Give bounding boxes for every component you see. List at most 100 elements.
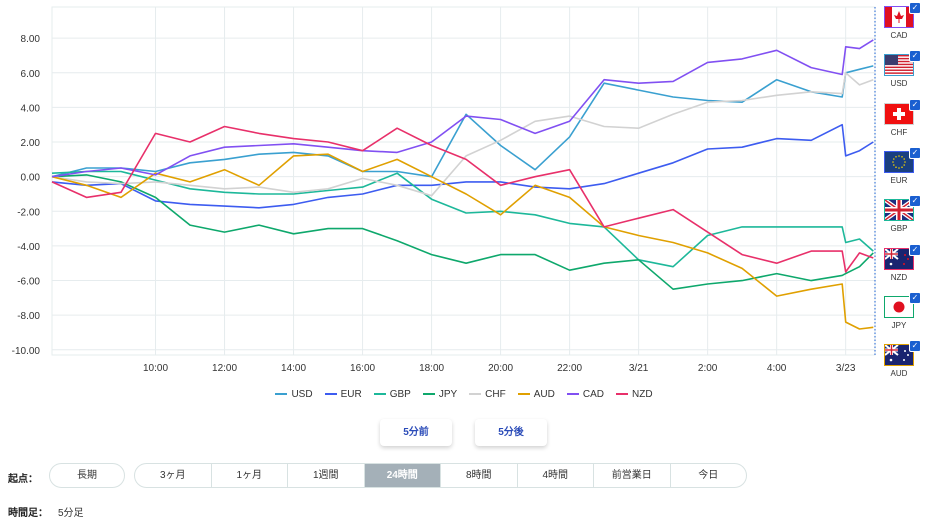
series-line-chf — [51, 72, 874, 197]
legend-label: USD — [291, 389, 313, 400]
x-tick-label: 3/23 — [836, 363, 856, 374]
x-tick-label: 18:00 — [419, 363, 444, 374]
legend-label: NZD — [631, 389, 653, 400]
prev-5min-button[interactable]: 5分前 — [380, 419, 452, 446]
y-tick-label: 0.00 — [21, 173, 41, 184]
legend-item-cad[interactable]: CAD — [566, 389, 604, 400]
y-tick-label: -2.00 — [17, 207, 40, 218]
flag-label: USD — [890, 79, 908, 89]
period-option[interactable]: 1ヶ月 — [210, 464, 288, 487]
checkbox-checked-icon[interactable]: ✓ — [909, 195, 921, 208]
period-selector: 3ヶ月 1ヶ月 1週間 24時間 8時間 4時間 前営業日 今日 — [134, 463, 747, 488]
period-long-term-button[interactable]: 長期 — [49, 463, 125, 488]
nzd-flag-icon — [884, 247, 914, 270]
flag-label: NZD — [890, 272, 908, 282]
flag-label: JPY — [891, 320, 907, 330]
x-tick-label: 2:00 — [698, 363, 718, 374]
period-option[interactable]: 今日 — [669, 464, 747, 487]
legend-label: AUD — [533, 389, 555, 400]
usd-flag-icon — [884, 54, 914, 77]
period-option[interactable]: 24時間 — [363, 464, 440, 487]
legend-swatch — [566, 393, 579, 396]
flag-label: CAD — [890, 31, 908, 40]
period-option[interactable]: 8時間 — [440, 464, 517, 487]
legend-swatch — [275, 393, 288, 396]
legend-item-gbp[interactable]: GBP — [373, 389, 411, 400]
flag-toggle-nzd[interactable]: ✓ NZD — [878, 243, 926, 294]
checkbox-checked-icon[interactable]: ✓ — [909, 2, 921, 14]
period-option[interactable]: 4時間 — [516, 464, 594, 487]
timeframe-value: 5分足 — [58, 508, 84, 519]
checkbox-checked-icon[interactable]: ✓ — [909, 243, 921, 256]
y-tick-label: 8.00 — [21, 34, 41, 45]
series-line-jpy — [51, 174, 874, 291]
y-tick-label: 4.00 — [21, 103, 41, 114]
flag-label: EUR — [890, 175, 908, 185]
legend-item-jpy[interactable]: JPY — [422, 389, 458, 400]
legend-item-nzd[interactable]: NZD — [615, 389, 653, 400]
flag-toggle-aud[interactable]: ✓ AUD — [878, 340, 926, 390]
legend-label: CHF — [485, 389, 506, 400]
chart-legend: USD EUR GBP JPY CHF AUD CAD NZD — [0, 389, 928, 400]
cad-flag-icon — [884, 6, 914, 28]
flag-toggle-cad[interactable]: ✓ CAD — [878, 2, 926, 52]
legend-label: JPY — [438, 389, 458, 400]
series-line-cad — [51, 39, 874, 178]
aud-flag-icon — [884, 344, 914, 367]
series-line-eur — [51, 123, 874, 209]
chf-flag-icon — [884, 102, 914, 125]
legend-item-eur[interactable]: EUR — [324, 389, 362, 400]
flag-toggle-eur[interactable]: ✓ EUR — [878, 146, 926, 197]
x-tick-label: 22:00 — [557, 363, 582, 374]
legend-swatch — [422, 393, 435, 396]
legend-label: EUR — [340, 389, 362, 400]
series-line-usd — [51, 65, 874, 178]
flag-toggle-chf[interactable]: ✓ CHF — [878, 98, 926, 149]
checkbox-checked-icon[interactable]: ✓ — [909, 340, 921, 353]
period-option[interactable]: 1週間 — [287, 464, 364, 487]
flag-label: GBP — [890, 224, 908, 234]
jpy-flag-icon — [884, 295, 914, 318]
series-line-gbp — [51, 170, 874, 268]
y-tick-label: -6.00 — [17, 277, 40, 288]
legend-swatch — [373, 393, 386, 396]
legend-label: CAD — [582, 389, 604, 400]
flag-label: CHF — [890, 127, 908, 137]
legend-swatch — [324, 393, 337, 396]
y-tick-label: -10.00 — [12, 346, 41, 357]
checkbox-checked-icon[interactable]: ✓ — [909, 50, 921, 63]
y-tick-label: 6.00 — [21, 69, 41, 80]
x-tick-label: 3/21 — [629, 363, 649, 374]
y-tick-label: -8.00 — [17, 311, 40, 322]
x-tick-label: 14:00 — [281, 363, 306, 374]
series-line-aud — [51, 153, 874, 330]
timeframe-label: 時間足： — [8, 508, 48, 519]
x-tick-label: 12:00 — [212, 363, 237, 374]
flag-toggle-gbp[interactable]: ✓ GBP — [878, 195, 926, 245]
flag-label: AUD — [890, 369, 908, 379]
x-tick-label: 10:00 — [143, 363, 168, 374]
flag-toggle-usd[interactable]: ✓ USD — [878, 50, 926, 100]
eur-flag-icon — [884, 150, 914, 173]
legend-item-usd[interactable]: USD — [275, 389, 313, 400]
origin-label: 起点： — [8, 474, 38, 485]
legend-label: GBP — [389, 389, 411, 400]
series-line-nzd — [51, 125, 874, 273]
x-tick-label: 20:00 — [488, 363, 513, 374]
plot-area — [51, 6, 876, 356]
checkbox-checked-icon[interactable]: ✓ — [909, 146, 921, 159]
y-tick-label: -4.00 — [17, 242, 40, 253]
flag-toggle-jpy[interactable]: ✓ JPY — [878, 291, 926, 342]
y-tick-label: 2.00 — [21, 138, 41, 149]
legend-item-aud[interactable]: AUD — [517, 389, 555, 400]
period-option[interactable]: 3ヶ月 — [159, 470, 186, 481]
legend-swatch — [469, 393, 482, 396]
checkbox-checked-icon[interactable]: ✓ — [909, 98, 921, 111]
legend-item-chf[interactable]: CHF — [469, 389, 506, 400]
x-tick-label: 16:00 — [350, 363, 375, 374]
checkbox-checked-icon[interactable]: ✓ — [909, 291, 921, 304]
currency-strength-chart: 8.00 6.00 4.00 2.00 0.00 -2.00 -4.00 -6.00 -8.00… — [12, 6, 876, 374]
x-tick-label: 4:00 — [767, 363, 787, 374]
period-option[interactable]: 前営業日 — [593, 464, 670, 487]
next-5min-button[interactable]: 5分後 — [475, 419, 547, 446]
